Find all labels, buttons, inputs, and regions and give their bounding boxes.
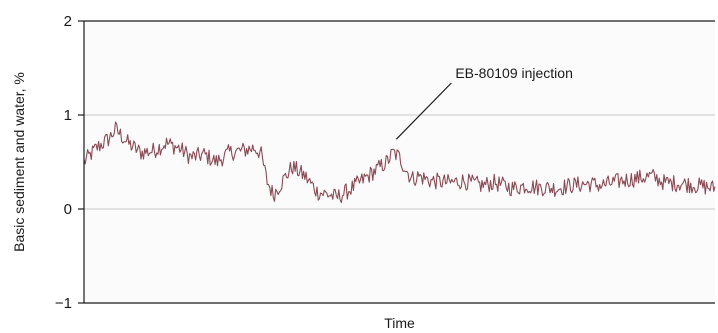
plot-area: [84, 21, 715, 303]
plot-background: [84, 21, 715, 303]
y-ticks: −1 0 1 2: [55, 13, 84, 312]
y-axis-label: Basic sediment and water, %: [11, 72, 27, 252]
x-axis-label: Time: [384, 315, 415, 331]
axes: [83, 20, 715, 304]
series-line: [83, 121, 716, 204]
y-tick-label: 2: [64, 13, 72, 30]
annotation-group: EB-80109 injection: [395, 65, 573, 140]
y-tick-label: −1: [55, 295, 72, 312]
series-layer: [83, 121, 716, 204]
y-tick-label: 0: [64, 201, 72, 218]
y-tick-label: 1: [64, 107, 72, 124]
grid-lines: [84, 114, 715, 210]
annotation-label: EB-80109 injection: [455, 65, 573, 81]
annotation-leader-line: [395, 82, 452, 140]
